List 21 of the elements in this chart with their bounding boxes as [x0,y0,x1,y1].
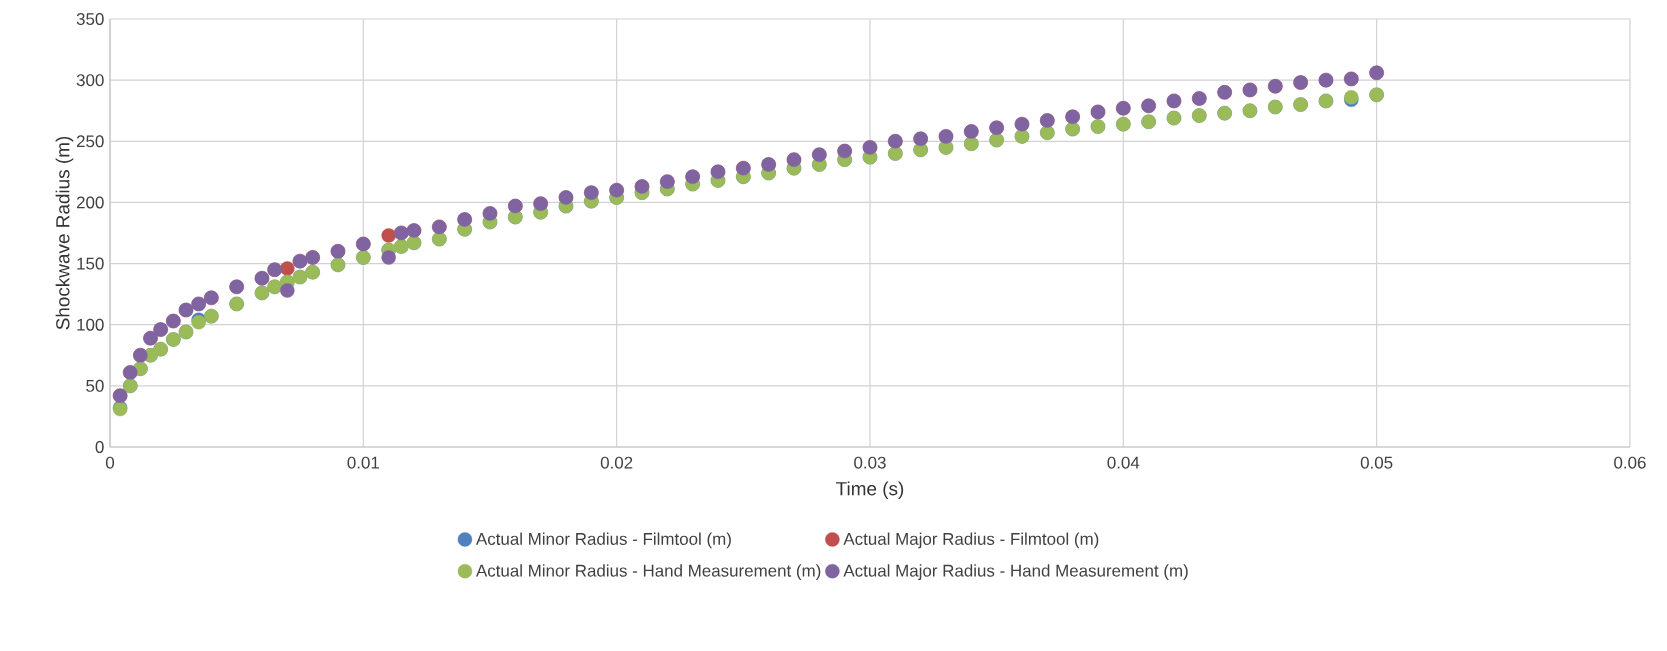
x-tick-label: 0.01 [347,456,379,469]
legend-label: Actual Major Radius - Hand Measurement (m) [843,564,1188,581]
y-tick-label: 100 [77,318,104,331]
x-tick-label: 0.02 [600,456,633,469]
x-tick-label: 0 [105,456,115,469]
y-tick-label: 350 [76,13,104,25]
legend-label: Actual Major Radius - Filmtool (m) [843,532,1099,549]
y-tick-label: 150 [77,257,104,270]
y-tick-label: 250 [76,135,104,148]
legend-label: Actual Minor Radius - Filmtool (m) [475,532,731,549]
y-axis-title: Shockwave Radius (m) [55,136,74,330]
x-tick-label: 0.03 [854,456,886,469]
x-tick-label: 0.04 [1107,456,1140,469]
x-tick-label: 0.06 [1614,456,1646,469]
legend-label: Actual Minor Radius - Hand Measurement (m) [475,564,821,581]
y-tick-label: 200 [76,196,104,209]
y-tick-label: 0 [95,441,104,453]
x-tick-label: 0.05 [1360,456,1393,469]
y-tick-label: 50 [86,379,104,392]
x-axis-title: Time (s) [836,481,904,500]
y-tick-label: 300 [76,74,104,87]
